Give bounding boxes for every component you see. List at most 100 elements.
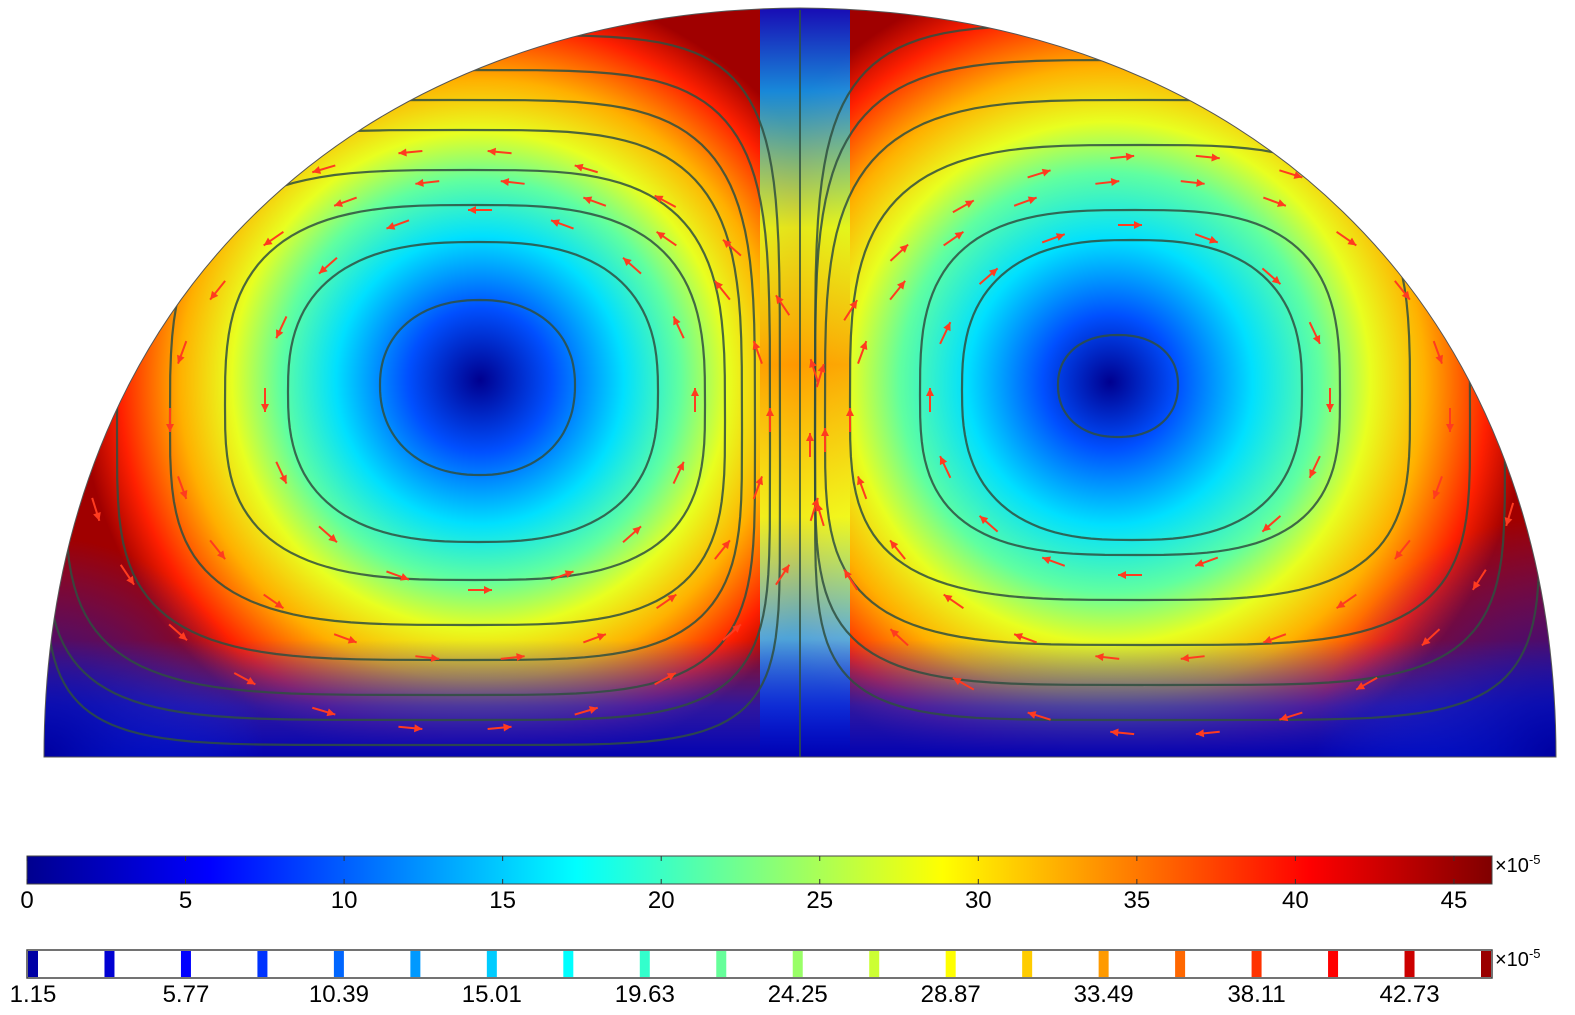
- velocity-arrow-head: [1516, 449, 1524, 457]
- velocity-arrow: [168, 238, 188, 257]
- velocity-arrow-head: [1472, 580, 1481, 590]
- contour-level-label: 19.63: [615, 981, 675, 1008]
- velocity-arrow-head: [1336, 600, 1346, 609]
- velocity-arrow-head: [1293, 171, 1303, 179]
- velocity-arrow-head: [1262, 523, 1272, 532]
- velocity-arrow-head: [326, 708, 336, 717]
- velocity-arrow-head: [691, 388, 699, 396]
- velocity-arrow-head: [1110, 728, 1119, 737]
- velocity-arrow-head: [430, 654, 440, 662]
- velocity-arrow-head: [126, 575, 135, 585]
- contour-level-mark: [1481, 951, 1491, 977]
- velocity-arrow-head: [415, 178, 424, 187]
- velocity-arrow-head: [279, 474, 287, 484]
- velocity-arrow-head: [1347, 237, 1357, 246]
- contour-level-label: 28.87: [921, 981, 981, 1008]
- velocity-arrow: [119, 294, 135, 316]
- velocity-arrow-head: [414, 724, 423, 733]
- velocity-arrow-head: [347, 635, 357, 644]
- contour-level-label: 33.49: [1074, 981, 1134, 1008]
- velocity-arrow-head: [1134, 221, 1142, 229]
- velocity-arrow: [1355, 199, 1378, 214]
- streamline: [223, 203, 707, 582]
- colorbar-tick-label: 20: [648, 887, 675, 914]
- velocity-arrow-head: [1309, 468, 1317, 478]
- velocity-arrow-head: [1356, 682, 1366, 690]
- velocity-arrow-head: [386, 222, 396, 230]
- contour-legend: 1.15 5.77 10.39 15.01 19.63 24.25 28.87 33.49 38…: [10, 946, 1541, 1008]
- velocity-arrow-head: [844, 569, 852, 579]
- velocity-arrow-head: [166, 424, 174, 432]
- velocity-arrow-head: [1478, 311, 1486, 321]
- velocity-arrow-head: [1368, 204, 1378, 213]
- velocity-arrow-head: [574, 163, 584, 172]
- velocity-arrow-head: [328, 534, 337, 543]
- contour-legend-frame: [26, 949, 1493, 979]
- velocity-arrow-head: [93, 512, 101, 521]
- velocity-arrow-head: [939, 456, 948, 466]
- velocity-arrow-head: [551, 219, 560, 227]
- velocity-arrow-head: [81, 444, 89, 452]
- contour-level-mark: [180, 951, 191, 977]
- colorbar-tick-label: 25: [806, 887, 833, 914]
- velocity-arrow-head: [1195, 729, 1205, 738]
- velocity-arrow-head: [484, 586, 492, 594]
- colorbar: 0 5 10 15 20 25 30 35 40 45 ×10-5: [20, 852, 1540, 914]
- velocity-arrow-head: [809, 359, 817, 368]
- velocity-arrow-head: [1401, 290, 1410, 300]
- velocity-arrow: [1472, 299, 1487, 321]
- velocity-arrow-head: [1435, 354, 1443, 364]
- velocity-arrow-head: [1125, 152, 1135, 161]
- velocity-arrow-head: [1326, 404, 1334, 412]
- colorbar-tick-label: 5: [179, 887, 192, 914]
- velocity-arrow-head: [654, 195, 664, 203]
- colorbar-tick-label: 35: [1123, 887, 1150, 914]
- velocity-arrow-head: [623, 257, 632, 266]
- velocity-arrow-head: [179, 489, 188, 499]
- velocity-arrow-head: [312, 166, 322, 174]
- velocity-arrow-head: [1312, 334, 1321, 344]
- velocity-arrow-head: [169, 247, 178, 256]
- velocity-arrow-head: [899, 244, 909, 253]
- velocity-arrow-head: [988, 268, 998, 277]
- colorbar-gradient: [26, 855, 1493, 885]
- contour-level-label: 38.11: [1227, 981, 1285, 1008]
- velocity-arrow-head: [666, 672, 676, 681]
- contour-level-mark: [1404, 951, 1415, 977]
- contour-level-label: 24.25: [768, 981, 828, 1008]
- velocity-arrow-head: [1432, 489, 1441, 499]
- velocity-arrow-head: [857, 476, 865, 486]
- contour-legend-exponent: ×10-5: [1495, 946, 1541, 971]
- velocity-arrow-head: [334, 199, 343, 207]
- velocity-arrow-head: [234, 199, 244, 208]
- velocity-arrow-head: [1042, 556, 1052, 565]
- colorbar-exponent: ×10-5: [1495, 852, 1541, 877]
- velocity-arrow-head: [732, 624, 741, 633]
- contour-level-mark: [410, 951, 421, 977]
- velocity-arrow-head: [217, 550, 226, 560]
- velocity-arrow-head: [943, 322, 951, 332]
- velocity-arrow-head: [1394, 550, 1403, 560]
- contour-level-mark: [639, 951, 650, 977]
- velocity-arrow-head: [516, 653, 525, 662]
- velocity-arrow-head: [398, 148, 407, 157]
- streamline: [1056, 333, 1180, 439]
- velocity-arrow-head: [276, 329, 284, 339]
- contour-level-mark: [563, 951, 574, 977]
- velocity-arrow: [91, 358, 101, 383]
- velocity-arrow-head: [815, 502, 823, 512]
- contour-level-mark: [869, 951, 880, 977]
- colorbar-tick-label: 15: [489, 887, 516, 914]
- contour-level-label: 15.01: [462, 981, 522, 1008]
- velocity-arrow-head: [1027, 196, 1037, 205]
- velocity-arrow-head: [943, 594, 953, 603]
- velocity-arrow: [233, 194, 256, 208]
- contour-level-mark: [104, 951, 115, 977]
- velocity-arrow-head: [1421, 637, 1431, 646]
- velocity-arrow: [1421, 243, 1441, 262]
- field-plot: [44, 8, 1556, 757]
- contour-level-mark: [1022, 951, 1033, 977]
- velocity-arrow-head: [1118, 571, 1126, 579]
- velocity-arrow-head: [1504, 517, 1513, 526]
- velocity-arrow-head: [1041, 168, 1051, 177]
